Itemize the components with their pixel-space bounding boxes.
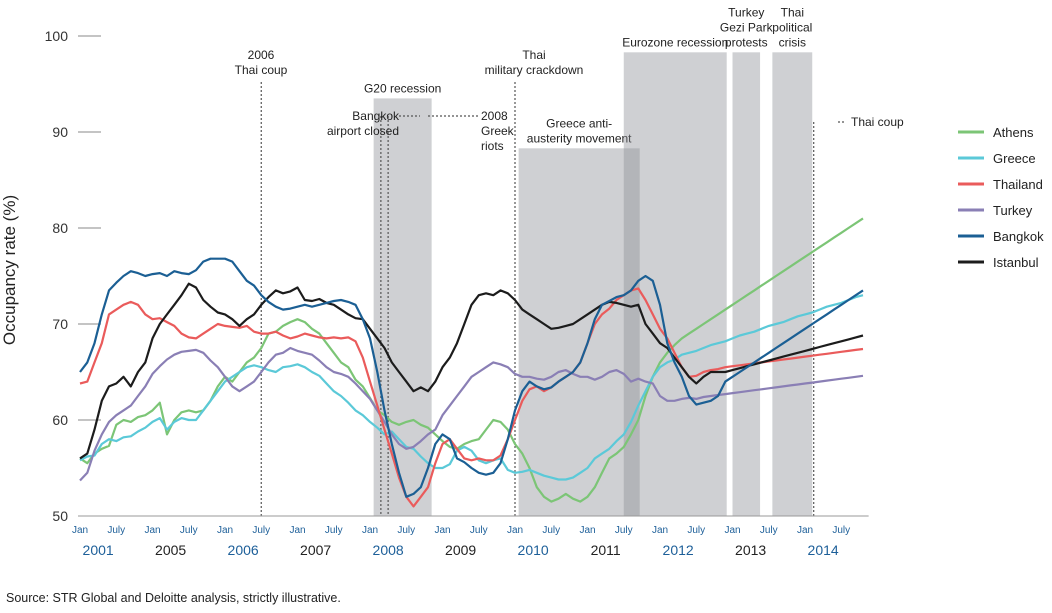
shaded-period [518, 148, 640, 516]
x-year-label: 2006 [228, 542, 259, 558]
shaded-period-label: political [772, 20, 812, 34]
x-month-label: July [180, 525, 198, 536]
x-year-label: 2001 [83, 542, 114, 558]
y-axis: 50 60 70 80 90 100 [45, 28, 101, 524]
shaded-period-label: Turkey [728, 5, 764, 19]
source-note: Source: STR Global and Deloitte analysis… [6, 591, 341, 605]
event-label: Thai coup [851, 115, 904, 129]
shaded-periods: G20 recession Greece anti-austerity movem… [364, 5, 813, 517]
event-label: riots [481, 139, 504, 153]
event-label: Greek [481, 124, 515, 138]
x-month-label: July [832, 525, 850, 536]
x-year-label: 2005 [155, 542, 186, 558]
series-line-greece [79, 294, 864, 481]
event-label: 2008 [481, 109, 508, 123]
series-line-istanbul [79, 282, 864, 460]
shaded-period-label: G20 recession [364, 81, 441, 95]
x-month-label: Jan [579, 525, 595, 536]
y-tick-label: 80 [52, 220, 68, 236]
legend-entry: Turkey [993, 203, 1033, 218]
x-month-label: Jan [144, 525, 160, 536]
legend-entry: Istanbul [993, 255, 1039, 270]
series-line-thailand [79, 287, 864, 508]
series-lines [79, 217, 864, 508]
x-month-label: Jan [507, 525, 523, 536]
event-label: military crackdown [485, 63, 584, 77]
x-month-label: Jan [797, 525, 813, 536]
series-line-bangkok [79, 257, 864, 498]
occupancy-chart: G20 recession Greece anti-austerity movem… [0, 5, 1044, 558]
event-label: Thai [522, 48, 545, 62]
legend-entry: Bangkok [993, 229, 1044, 244]
event-label: airport closed [327, 124, 399, 138]
y-tick-label: 90 [52, 124, 68, 140]
x-year-label: 2014 [808, 542, 839, 558]
x-month-label: July [687, 525, 705, 536]
x-month-label: July [107, 525, 125, 536]
x-year-label: 2007 [300, 542, 331, 558]
shaded-period-label: Thai [781, 5, 804, 19]
legend: Athens Greece Thailand Turkey Bangkok Istanbu… [958, 125, 1044, 270]
shaded-period [732, 52, 761, 516]
x-month-label: Jan [724, 525, 740, 536]
shaded-period-label: Eurozone recession [622, 35, 728, 49]
event-label: 2006 [248, 48, 275, 62]
y-axis-label: Occupancy rate (%) [0, 195, 19, 345]
shaded-period-label: austerity movement [527, 131, 632, 145]
x-month-label: July [615, 525, 633, 536]
x-month-label: Jan [362, 525, 378, 536]
x-month-label: Jan [652, 525, 668, 536]
shaded-period-label: Greece anti- [546, 116, 612, 130]
x-month-label: Jan [72, 525, 88, 536]
y-tick-label: 70 [52, 316, 68, 332]
legend-entry: Athens [993, 125, 1034, 140]
event-label: Thai coup [235, 63, 288, 77]
x-month-label: Jan [217, 525, 233, 536]
x-year-label: 2013 [735, 542, 766, 558]
shaded-period-label: Gezi Park [720, 20, 774, 34]
x-month-label: Jan [434, 525, 450, 536]
x-year-label: 2009 [445, 542, 476, 558]
x-axis: Jan July 2001 Jan July 2005 Jan July 2006 Jan July… [72, 515, 869, 558]
legend-entry: Greece [993, 151, 1036, 166]
x-month-label: July [325, 525, 343, 536]
legend-entry: Thailand [993, 177, 1043, 192]
x-year-label: 2012 [663, 542, 694, 558]
series-line-turkey [79, 346, 864, 482]
y-tick-label: 100 [45, 28, 69, 44]
shaded-period-label: crisis [779, 35, 806, 49]
x-year-label: 2011 [591, 542, 621, 558]
shaded-period [373, 98, 432, 517]
x-month-label: July [397, 525, 415, 536]
x-month-label: July [542, 525, 560, 536]
y-tick-label: 60 [52, 412, 68, 428]
shaded-period [772, 52, 813, 516]
x-month-label: July [470, 525, 488, 536]
x-month-label: Jan [289, 525, 305, 536]
x-month-label: July [760, 525, 778, 536]
event-label: Bangkok [352, 109, 400, 123]
shaded-period-label: protests [725, 35, 768, 49]
x-year-label: 2008 [373, 542, 404, 558]
y-tick-label: 50 [52, 508, 68, 524]
x-month-label: July [252, 525, 270, 536]
shaded-period [623, 52, 727, 516]
x-year-label: 2010 [518, 542, 549, 558]
